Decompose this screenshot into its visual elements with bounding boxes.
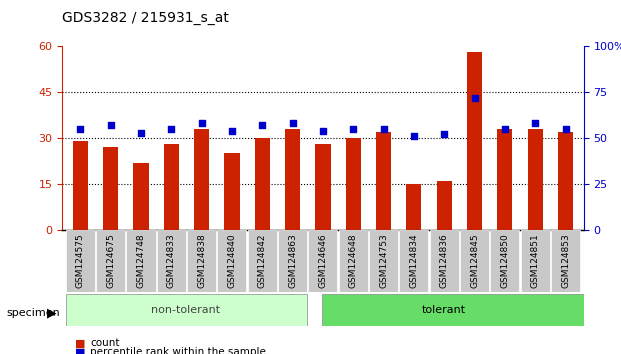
Bar: [187, 230, 216, 292]
Point: [561, 126, 571, 132]
Point: [469, 95, 479, 101]
Bar: [103, 147, 118, 230]
Point: [106, 122, 116, 128]
Bar: [255, 138, 270, 230]
Bar: [322, 294, 597, 326]
Point: [75, 126, 85, 132]
Bar: [156, 230, 186, 292]
Bar: [66, 230, 95, 292]
Bar: [497, 129, 512, 230]
Bar: [248, 230, 277, 292]
Bar: [127, 230, 155, 292]
Bar: [224, 153, 240, 230]
Bar: [520, 230, 550, 292]
Text: ■: ■: [75, 338, 85, 348]
Point: [348, 126, 358, 132]
Text: GSM124851: GSM124851: [531, 233, 540, 288]
Point: [500, 126, 510, 132]
Text: GSM124838: GSM124838: [197, 233, 206, 288]
Point: [257, 122, 267, 128]
Text: GSM124853: GSM124853: [561, 233, 570, 288]
Bar: [376, 132, 391, 230]
Text: percentile rank within the sample: percentile rank within the sample: [90, 347, 266, 354]
Text: non-tolerant: non-tolerant: [152, 305, 220, 315]
Bar: [551, 230, 580, 292]
Point: [166, 126, 176, 132]
Bar: [309, 230, 337, 292]
Text: GSM124753: GSM124753: [379, 233, 388, 288]
Bar: [399, 230, 428, 292]
Point: [136, 130, 146, 135]
Bar: [217, 230, 247, 292]
Text: GSM124840: GSM124840: [227, 233, 237, 288]
Bar: [338, 230, 368, 292]
Bar: [73, 141, 88, 230]
Text: specimen: specimen: [6, 308, 60, 318]
Bar: [134, 162, 148, 230]
Bar: [430, 230, 459, 292]
Bar: [467, 52, 482, 230]
Bar: [285, 129, 300, 230]
Bar: [528, 129, 543, 230]
Text: GSM124850: GSM124850: [501, 233, 509, 288]
Point: [379, 126, 389, 132]
Text: GSM124863: GSM124863: [288, 233, 297, 288]
Text: count: count: [90, 338, 120, 348]
Point: [197, 120, 207, 126]
Bar: [164, 144, 179, 230]
Bar: [346, 138, 361, 230]
Text: GSM124648: GSM124648: [349, 233, 358, 288]
Point: [318, 128, 328, 133]
Point: [288, 120, 297, 126]
Text: GSM124646: GSM124646: [319, 233, 327, 288]
Text: GSM124575: GSM124575: [76, 233, 85, 288]
Text: GSM124836: GSM124836: [440, 233, 449, 288]
Text: GSM124748: GSM124748: [137, 233, 145, 288]
Point: [439, 132, 449, 137]
Bar: [194, 129, 209, 230]
Bar: [558, 132, 573, 230]
Bar: [96, 230, 125, 292]
Point: [409, 133, 419, 139]
Text: ▶: ▶: [47, 307, 56, 320]
Bar: [315, 144, 330, 230]
Bar: [369, 230, 398, 292]
Text: GSM124833: GSM124833: [167, 233, 176, 288]
Text: GDS3282 / 215931_s_at: GDS3282 / 215931_s_at: [62, 11, 229, 25]
Text: tolerant: tolerant: [422, 305, 466, 315]
Point: [530, 120, 540, 126]
Bar: [437, 181, 452, 230]
Text: ■: ■: [75, 347, 85, 354]
Text: GSM124845: GSM124845: [470, 233, 479, 288]
Point: [227, 128, 237, 133]
Bar: [66, 294, 307, 326]
Bar: [406, 184, 422, 230]
Text: GSM124675: GSM124675: [106, 233, 115, 288]
Text: GSM124842: GSM124842: [258, 233, 267, 288]
Bar: [460, 230, 489, 292]
Bar: [278, 230, 307, 292]
Bar: [491, 230, 519, 292]
Text: GSM124834: GSM124834: [409, 233, 419, 288]
